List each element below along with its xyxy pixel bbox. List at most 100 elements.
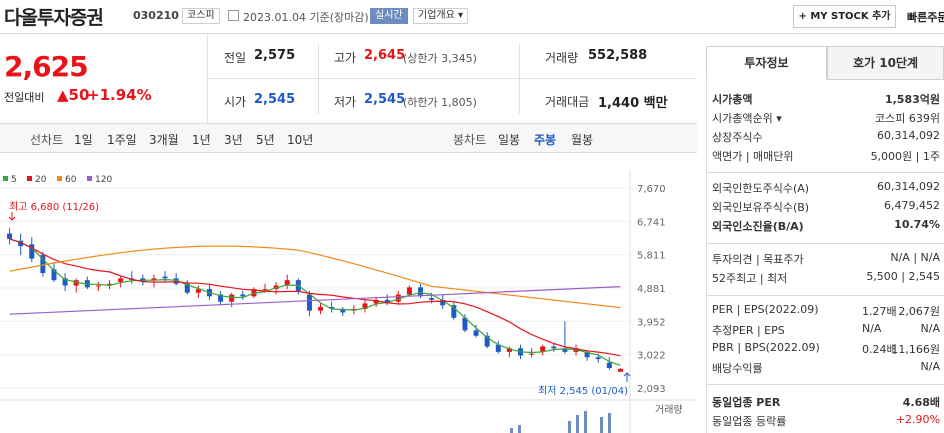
volume-bar (518, 425, 521, 433)
candle-body (495, 344, 501, 352)
stock-code: 030210 (133, 9, 179, 22)
info-row: 투자의견 | 목표주가 N/A | N/A (712, 251, 944, 270)
calendar-icon (228, 10, 239, 21)
tab-10y[interactable]: 10년 (287, 133, 314, 147)
candle-body (506, 348, 512, 352)
info-row-value: 11,166원 (891, 343, 940, 356)
info-row-value: N/A | N/A (890, 251, 940, 264)
upper-limit: (상한가 3,345) (403, 52, 477, 65)
info-row-value: N/A (920, 360, 940, 373)
lower-limit: (하한가 1,805) (403, 96, 477, 109)
info-row-label: 동일업종 PER (712, 396, 781, 409)
candle-body (362, 303, 368, 309)
tab-1d[interactable]: 1일 (74, 133, 93, 147)
high-value: 2,645 (364, 48, 406, 63)
candle-body (162, 276, 168, 279)
info-row-label: 외국인한도주식수(A) (712, 182, 810, 195)
section-divider (706, 295, 944, 296)
y-tick-label: 3,952 (637, 317, 666, 328)
info-row: 배당수익률 N/A (712, 360, 944, 379)
chart-period-bar: 선차트 1일 1주일 3개월 1년 3년 5년 10년 봉차트 일봉 주봉 월봉 (0, 123, 697, 153)
trade-amount-value: 1,440 백만 (598, 96, 668, 111)
info-row-value: N/A (920, 322, 940, 335)
candle-body (529, 353, 535, 355)
company-overview-button[interactable]: 기업개요 ▾ (413, 8, 468, 24)
divider (207, 78, 697, 79)
candle-body (95, 285, 101, 287)
candle-body (118, 278, 124, 282)
info-row-label: 추정PER | EPS (712, 324, 785, 337)
tab-investment-info[interactable]: 투자정보 (706, 46, 827, 80)
info-row: 외국인소진율(B/A) 10.74% (712, 218, 944, 237)
candle-body (440, 299, 446, 306)
y-tick-label: 2,093 (637, 384, 666, 395)
info-row-label: 시가총액 (712, 93, 753, 106)
volume-value: 552,588 (588, 48, 648, 63)
ma5-line (9, 238, 621, 366)
tab-monthly[interactable]: 월봉 (571, 133, 594, 147)
candle-body (429, 298, 435, 300)
tab-5y[interactable]: 5년 (256, 133, 275, 147)
candle-body (184, 283, 190, 293)
info-row-value: 4.68배 (902, 396, 940, 409)
candle-body (329, 307, 335, 309)
ma20-line (9, 238, 621, 357)
info-row-label[interactable]: 시가총액순위 ▾ (712, 112, 782, 125)
y-tick-label: 4,881 (637, 284, 666, 295)
section-divider (706, 384, 944, 385)
candle-body (462, 317, 468, 331)
info-row-label: 외국인소진율(B/A) (712, 220, 804, 233)
section-divider (706, 172, 944, 173)
candle-body (7, 233, 13, 239)
stock-header: 다올투자증권 030210 코스피 2023.01.04 기준(장마감) 실시간… (0, 0, 944, 34)
divider (318, 44, 319, 114)
tab-1w[interactable]: 1주일 (107, 133, 137, 147)
realtime-tag[interactable]: 실시간 (370, 8, 408, 24)
open-value: 2,545 (254, 92, 296, 107)
info-row-value: 60,314,092 (877, 129, 940, 142)
info-row-value: +2.90% (895, 413, 940, 426)
candle-body (218, 294, 224, 302)
candle-body (406, 287, 412, 295)
info-row-value: 2,067원 (898, 305, 940, 318)
stock-name: 다올투자증권 (4, 7, 104, 29)
info-row: 외국인한도주식수(A) 60,314,092 (712, 180, 944, 199)
candle-body (318, 307, 324, 311)
candle-body (418, 287, 424, 297)
candle-body (240, 294, 246, 297)
tab-3m[interactable]: 3개월 (149, 133, 179, 147)
add-mystock-button[interactable]: + MY STOCK 추가 (793, 5, 896, 28)
y-tick-label: 3,022 (637, 351, 666, 362)
tab-daily[interactable]: 일봉 (498, 133, 521, 147)
candle-body (617, 368, 623, 372)
tab-3y[interactable]: 3년 (224, 133, 243, 147)
tab-1y[interactable]: 1년 (192, 133, 211, 147)
info-row: 52주최고 | 최저 5,500 | 2,545 (712, 270, 944, 289)
candle-body (62, 278, 68, 286)
line-chart-label: 선차트 (30, 133, 64, 147)
price-chart[interactable]: 7,670 6,741 5,811 4,881 3,952 3,022 2,093 5 20 60… (0, 170, 697, 433)
tab-weekly[interactable]: 주봉 (534, 133, 557, 147)
quick-order-link[interactable]: 빠른주문 (907, 11, 944, 24)
trade-amount-label: 거래대금 (545, 95, 590, 109)
tab-orderbook[interactable]: 호가 10단계 (827, 46, 944, 80)
info-row-label: 상장주식수 (712, 131, 763, 144)
y-tick-label: 6,741 (637, 217, 666, 228)
market-tag[interactable]: 코스피 (182, 8, 220, 24)
candle-body (395, 294, 401, 302)
change-amount: ▲50 (57, 86, 90, 104)
candle-body (595, 357, 601, 360)
ma120-line (9, 286, 621, 315)
info-row-label: PBR | BPS(2022.09) (712, 341, 820, 354)
candle-chart-label: 봉차트 (453, 133, 487, 147)
volume-bar (600, 417, 603, 433)
date-text: 2023.01.04 기준(장마감) (243, 11, 369, 24)
high-arrow (8, 212, 16, 221)
candle-body (306, 294, 312, 311)
info-row-value: N/A (862, 322, 882, 335)
low-label: 저가 (334, 95, 357, 109)
info-row: PER | EPS(2022.09) 1.27배 2,067원 (712, 303, 944, 322)
legend-label: 120 (95, 175, 112, 185)
candle-body (51, 269, 57, 281)
